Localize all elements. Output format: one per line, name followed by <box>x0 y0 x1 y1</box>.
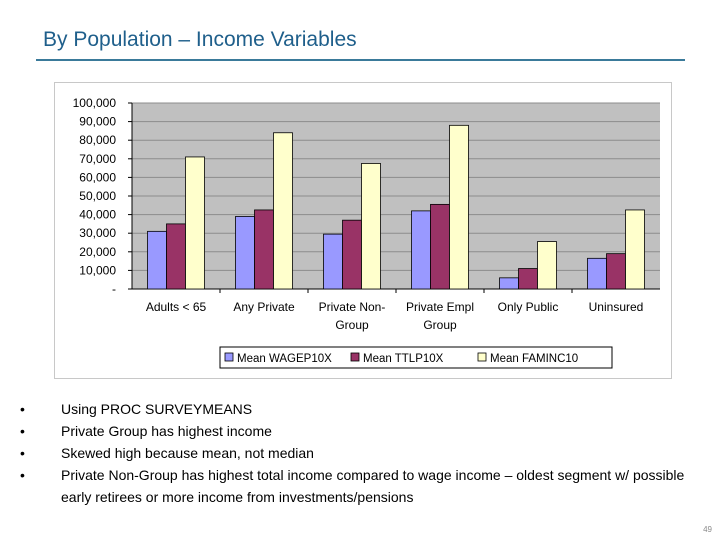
bar <box>166 223 186 290</box>
x-tick-label: Only Public <box>498 300 559 314</box>
page-number: 49 <box>703 525 712 534</box>
bar <box>449 124 469 290</box>
bullet-text: Private Group has highest income <box>61 423 272 439</box>
bar <box>185 156 205 290</box>
y-tick-label: 100,000 <box>73 96 117 110</box>
x-tick-label: Private Empl <box>406 300 474 314</box>
bar <box>323 233 343 290</box>
y-tick-label: 20,000 <box>79 245 116 259</box>
x-tick-label: Any Private <box>233 300 295 314</box>
y-tick-label: 50,000 <box>79 189 116 203</box>
bar <box>361 163 381 290</box>
x-tick-label: Uninsured <box>589 300 644 314</box>
bullet-dot: • <box>20 401 25 417</box>
bar <box>411 210 431 290</box>
bullet-item: • Skewed high because mean, not median <box>20 442 700 464</box>
legend-swatch <box>224 352 234 362</box>
bar <box>254 209 274 290</box>
y-tick-label: 90,000 <box>79 115 116 129</box>
bullet-item: • Using PROC SURVEYMEANS <box>20 398 700 420</box>
bullet-text: Private Non-Group has highest total inco… <box>61 467 685 505</box>
legend-swatch <box>477 352 487 362</box>
legend-label: Mean WAGEP10X <box>237 353 332 365</box>
bar <box>518 268 538 290</box>
legend-label: Mean TTLP10X <box>363 353 444 365</box>
legend-box <box>219 346 613 369</box>
x-tick-label: Group <box>335 318 369 332</box>
bullet-item: • Private Non-Group has highest total inc… <box>20 464 700 508</box>
slide-title: By Population – Income Variables <box>43 28 357 51</box>
x-tick-label: Group <box>423 318 457 332</box>
bar <box>499 277 519 290</box>
bullet-dot: • <box>20 445 25 461</box>
bar <box>235 216 255 290</box>
legend-label: Mean FAMINC10 <box>490 353 578 365</box>
x-tick-label: Private Non- <box>319 300 386 314</box>
bullet-dot: • <box>20 467 25 483</box>
bar <box>430 203 450 290</box>
y-tick-label: 80,000 <box>79 133 116 147</box>
x-tick-label: Adults < 65 <box>146 300 207 314</box>
bar <box>342 219 362 290</box>
bullet-item: • Private Group has highest income <box>20 420 700 442</box>
bullet-text: Using PROC SURVEYMEANS <box>61 401 253 417</box>
bar <box>537 241 557 290</box>
bullet-list: • Using PROC SURVEYMEANS • Private Group h… <box>20 398 700 508</box>
bar <box>587 257 607 290</box>
y-tick-label: 10,000 <box>79 263 116 277</box>
y-tick-label: 30,000 <box>79 226 116 240</box>
y-tick-label: - <box>112 282 116 296</box>
bullet-text: Skewed high because mean, not median <box>61 445 314 461</box>
title-divider <box>36 59 685 61</box>
legend-swatch <box>350 352 360 362</box>
y-tick-label: 60,000 <box>79 170 116 184</box>
bar <box>606 253 626 290</box>
bullet-dot: • <box>20 423 25 439</box>
bar <box>273 132 293 290</box>
y-tick-label: 40,000 <box>79 208 116 222</box>
y-tick-label: 70,000 <box>79 152 116 166</box>
bar <box>147 230 167 290</box>
bar <box>625 209 645 290</box>
